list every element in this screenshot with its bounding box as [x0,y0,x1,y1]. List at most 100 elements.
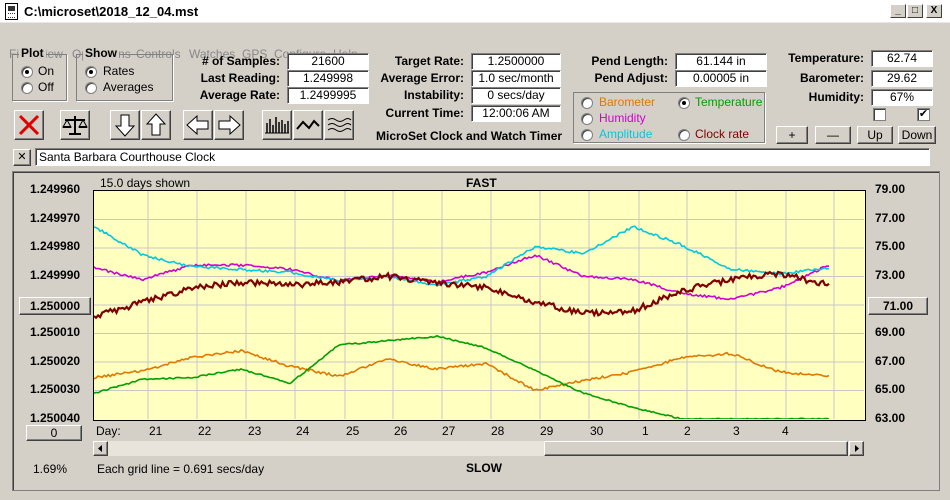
day-tick: 21 [149,424,163,438]
plus-button[interactable]: + [776,126,808,144]
checkbox-2[interactable]: ✔ [917,108,930,121]
instability-label: Instability: [403,88,464,102]
barometer-radio[interactable] [581,97,593,109]
arrow-right-icon [218,114,241,136]
scroll-left-button[interactable] [93,441,108,456]
horizontal-scrollbar[interactable] [93,441,864,456]
plot-on-radio[interactable] [21,66,33,78]
fast-label: FAST [466,176,497,190]
average-error-field: 1.0 sec/month [471,70,561,87]
show-group [76,54,173,101]
watch-name-field[interactable]: Santa Barbara Courthouse Clock [35,148,930,166]
plot-group-title: Plot [19,46,46,60]
last-reading-label: Last Reading: [200,71,280,85]
scroll-right-arrow-icon [855,445,859,452]
left-axis-tick: 1.249980 [30,239,81,254]
clear-button[interactable] [14,110,44,140]
amplitude-option-label: Amplitude [599,127,653,141]
arrow-down-button[interactable] [110,110,140,140]
left-axis-tick: 1.250040 [30,411,81,425]
balance-scale-icon [62,116,88,135]
wave-plot-button[interactable] [324,110,354,140]
humidity-radio[interactable] [581,113,593,125]
temperature-label: Temperature: [788,51,864,65]
right-axis-tick: 73.00 [875,267,906,282]
day-label: Day: [96,424,121,438]
right-axis-tick: 69.00 [875,325,906,340]
day-tick: 23 [248,424,262,438]
menu-gps[interactable]: GPS [242,47,268,61]
pend-length-label: Pend Length: [591,54,668,68]
barometer-field: 29.62 [871,70,933,87]
target-rate-field: 1.2500000 [471,53,561,70]
day-tick: 29 [540,424,554,438]
window-title: C:\microset\2018_12_04.mst [24,4,199,19]
plot-off-radio[interactable] [21,82,33,94]
samples-label: # of Samples: [201,54,280,68]
bar-plot-icon [265,117,289,134]
arrow-down-icon [114,114,136,137]
app-icon[interactable] [5,3,18,20]
day-tick: 3 [733,424,740,438]
temperature-option-label: Temperature [695,95,763,109]
day-tick: 1 [642,424,649,438]
checkbox-1[interactable] [873,108,886,121]
series-line-amplitude [94,225,830,287]
grid-note: Each grid line = 0.691 secs/day [97,462,265,476]
show-averages-radio[interactable] [85,82,97,94]
day-tick: 24 [296,424,310,438]
minus-button[interactable]: — [815,126,851,144]
show-rates-radio[interactable] [85,66,97,78]
red-x-icon [18,114,40,136]
humidity-label: Humidity: [808,90,864,104]
show-group-title: Show [83,46,119,60]
left-center-button[interactable]: 1.250000 [19,297,91,315]
left-axis-tick: 1.249960 [30,182,81,196]
right-axis-tick: 77.00 [875,210,906,225]
arrow-up-button[interactable] [141,110,171,140]
humidity-field: 67% [871,89,933,106]
right-axis-tick: 67.00 [875,353,906,368]
right-center-button[interactable]: 71.00 [868,297,928,315]
line-plot-button[interactable] [293,110,323,140]
chart-frame [12,171,940,491]
day-tick: 22 [198,424,212,438]
samples-field: 21600 [287,53,369,70]
title-bar: C:\microset\2018_12_04.mst _ □ X [0,0,950,23]
day-tick: 28 [491,424,505,438]
left-axis-tick: 1.249970 [30,210,81,225]
show-rates-label: Rates [103,64,135,78]
rate-chart [94,191,864,419]
zero-button[interactable]: 0 [26,425,82,441]
amplitude-radio[interactable] [581,129,593,141]
day-tick: 26 [394,424,408,438]
average-error-label: Average Error: [380,71,464,85]
bar-plot-button[interactable] [262,110,292,140]
scroll-thumb[interactable] [544,441,848,456]
scroll-right-button[interactable] [849,441,864,456]
balance-button[interactable] [60,110,90,140]
target-rate-label: Target Rate: [394,54,464,68]
menu-watches[interactable]: Watches [189,47,236,61]
line-plot-icon [296,119,320,130]
current-time-field: 12:00:06 AM [471,105,561,122]
arrow-up-icon [145,113,167,136]
close-button[interactable]: X [926,4,942,18]
right-axis-tick: 75.00 [875,239,906,254]
maximize-button[interactable]: □ [907,4,923,18]
minimize-button[interactable]: _ [890,4,906,18]
day-tick: 25 [346,424,360,438]
clock-rate-radio[interactable] [678,129,690,141]
left-axis-tick: 1.250030 [30,382,81,397]
down-button[interactable]: Down [898,126,936,144]
temperature-radio[interactable] [678,97,690,109]
pend-length-field: 61.144 in [675,53,767,70]
day-tick: 30 [590,424,604,438]
up-button[interactable]: Up [857,126,893,144]
arrow-left-button[interactable] [183,110,213,140]
app-caption: MicroSet Clock and Watch Timer [376,129,563,143]
day-tick: 4 [782,424,789,438]
arrow-right-button[interactable] [214,110,244,140]
sensor-select-group [573,92,765,143]
watch-close-button[interactable]: ✕ [13,149,31,166]
